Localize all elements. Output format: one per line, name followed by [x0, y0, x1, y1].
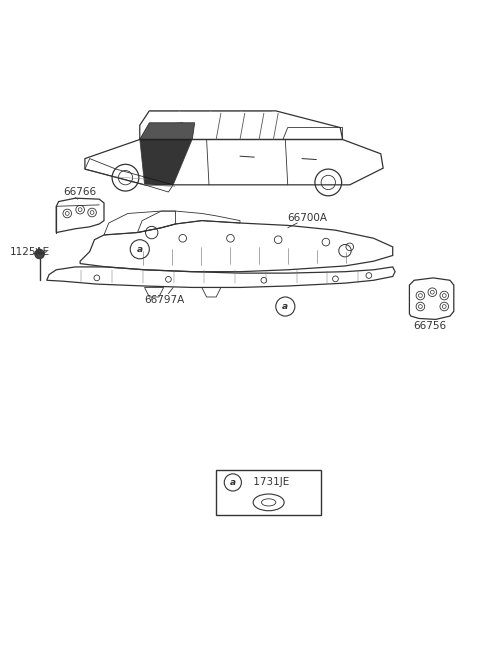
Text: a: a — [137, 245, 143, 254]
Circle shape — [35, 249, 44, 259]
Text: a: a — [282, 302, 288, 311]
Text: 1125AE: 1125AE — [10, 247, 50, 256]
Text: 66756: 66756 — [413, 321, 446, 331]
Polygon shape — [140, 123, 195, 140]
Polygon shape — [140, 139, 192, 185]
Text: a: a — [230, 478, 236, 487]
Text: 1731JE: 1731JE — [250, 478, 289, 487]
Text: 66797A: 66797A — [144, 295, 185, 304]
Text: 66766: 66766 — [63, 187, 96, 197]
Polygon shape — [140, 123, 192, 140]
Text: 66700A: 66700A — [288, 213, 328, 223]
